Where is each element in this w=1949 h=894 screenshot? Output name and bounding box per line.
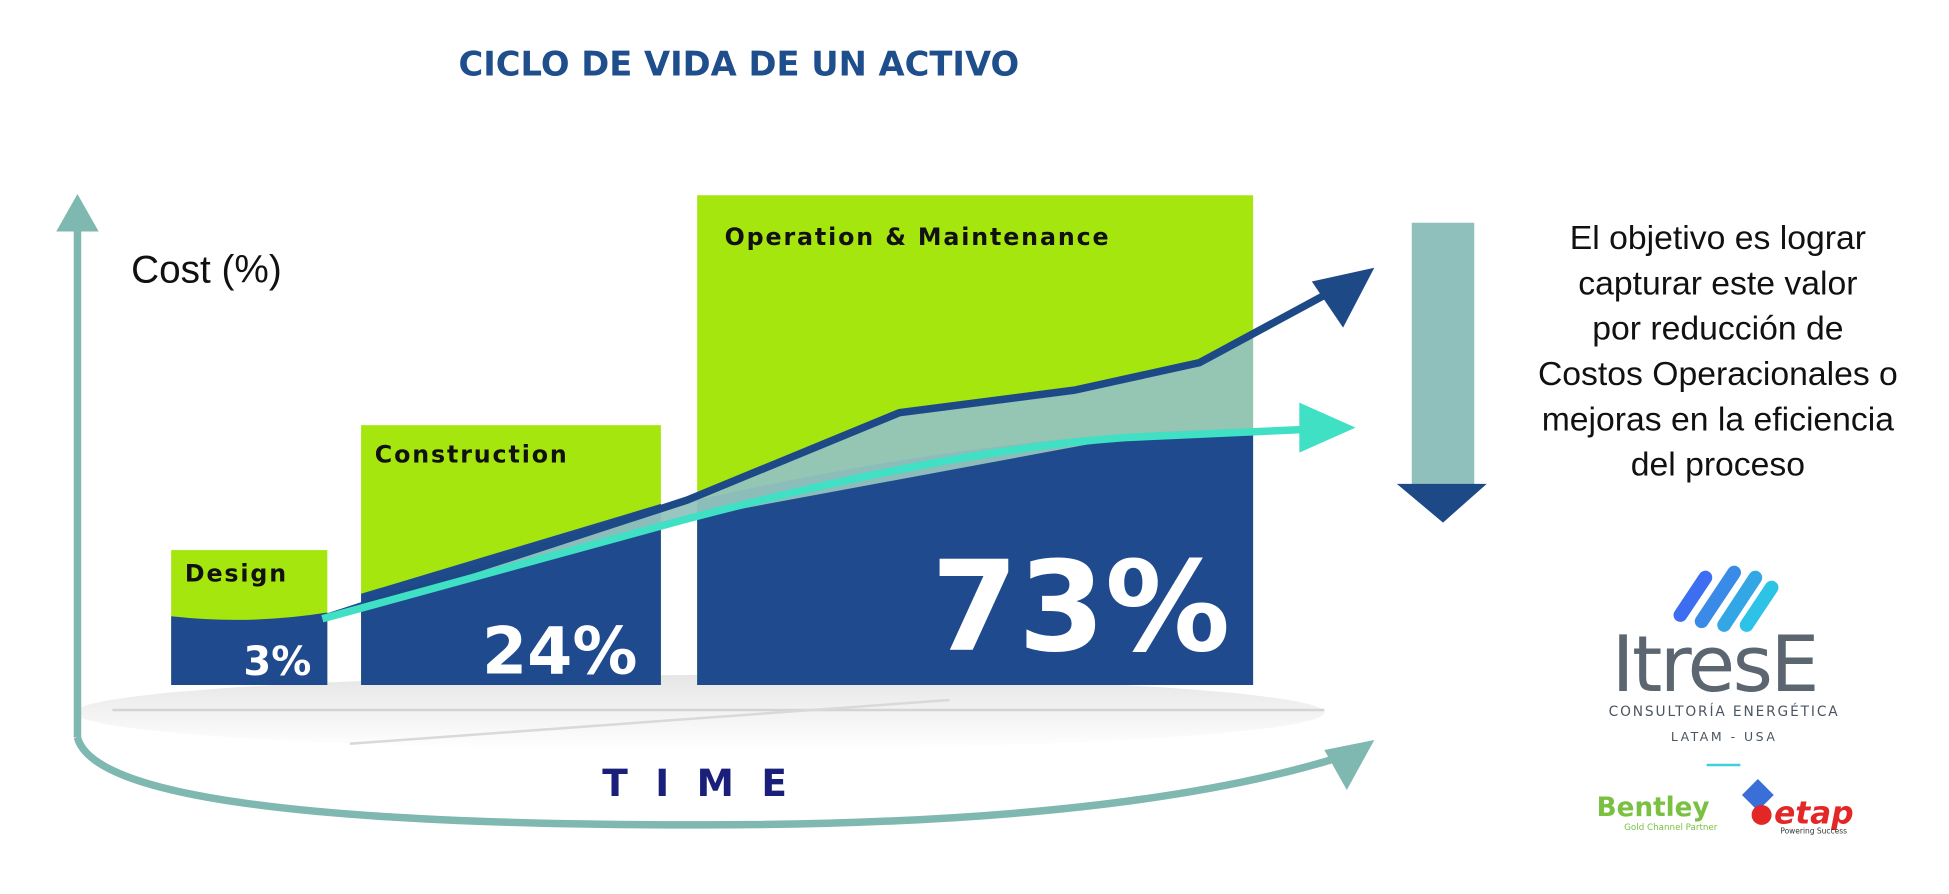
note-line: del proceso xyxy=(1631,446,1805,484)
logo-mark xyxy=(1673,565,1779,632)
design-cost xyxy=(171,612,328,686)
x-axis-label: TIME xyxy=(602,761,814,805)
x-axis-arrow xyxy=(1324,739,1375,790)
value-gap xyxy=(322,332,1254,619)
target-line xyxy=(321,425,1319,623)
partner-name: etap xyxy=(1774,796,1854,832)
note-line: capturar este valor xyxy=(1578,264,1857,302)
logo-region: LATAM - USA xyxy=(1671,729,1778,744)
partner-name: Bentley xyxy=(1597,793,1710,823)
logo-tagline: CONSULTORÍA ENERGÉTICA xyxy=(1609,702,1840,720)
phase-label: Construction xyxy=(375,441,569,469)
phase-label: Operation & Maintenance xyxy=(725,223,1111,251)
om-cost xyxy=(697,428,1254,686)
y-axis-label: Cost (%) xyxy=(131,249,282,292)
trend-arrow xyxy=(1311,267,1375,328)
floor-shadow xyxy=(74,675,1325,750)
reduction-arrow xyxy=(1411,222,1475,488)
etap-icon xyxy=(1751,804,1772,825)
note-line: por reducción de xyxy=(1592,310,1843,348)
note: El objetivo es lograr capturar este valor… xyxy=(1538,219,1898,484)
note-line: Costos Operacionales o xyxy=(1538,355,1898,393)
logo-name: ItresE xyxy=(1612,620,1817,710)
y-axis-arrow xyxy=(56,194,99,232)
target-arrow xyxy=(1299,402,1356,453)
trend-line xyxy=(321,281,1345,623)
floor-line xyxy=(349,698,950,745)
partner-subtitle: Powering Success xyxy=(1780,827,1847,836)
reduction-arrow-head xyxy=(1396,483,1487,523)
note-line: mejoras en la eficiencia xyxy=(1542,400,1895,438)
x-axis xyxy=(73,736,1345,829)
phase-value: 24% xyxy=(482,615,637,690)
phase-value: 73% xyxy=(931,535,1230,680)
note-line: El objetivo es lograr xyxy=(1570,219,1866,257)
phase-value: 3% xyxy=(243,639,311,685)
phase-label: Design xyxy=(185,559,288,587)
title: CICLO DE VIDA DE UN ACTIVO xyxy=(459,44,1020,83)
partner-subtitle: Gold Channel Partner xyxy=(1624,823,1718,833)
